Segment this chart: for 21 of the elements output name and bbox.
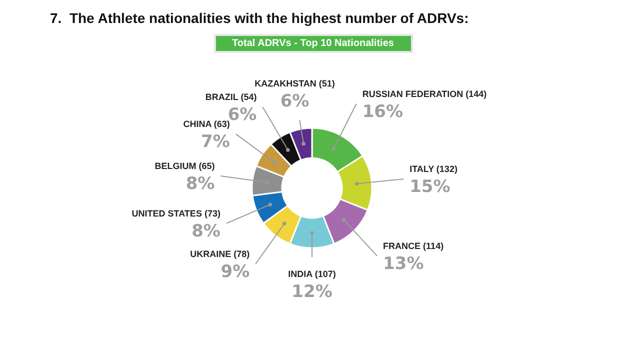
- slice-label: KAZAKHSTAN (51): [254, 78, 335, 89]
- data-label: 8%: [186, 174, 215, 194]
- slice-label: ITALY (132): [410, 164, 458, 174]
- data-label: 6%: [280, 92, 310, 112]
- data-label: 7%: [201, 132, 230, 152]
- data-label: 9%: [220, 262, 250, 282]
- slice-label: UKRAINE (78): [190, 248, 250, 259]
- slice-label: CHINA (63): [183, 119, 230, 130]
- slice-label: BELGIUM (65): [154, 160, 215, 171]
- slice-label: BRAZIL (54): [205, 92, 257, 102]
- data-label: 15%: [410, 176, 450, 197]
- slice-label: RUSSIAN FEDERATION (144): [362, 88, 487, 99]
- chart-subtitle: Total ADRVs - Top 10 Nationalities: [214, 34, 412, 53]
- chart-title: 7. The Athlete nationalities with the highest number of ADRVs:: [50, 10, 470, 26]
- data-label: 12%: [292, 282, 332, 302]
- slice-label: UNITED STATES (73): [132, 208, 220, 218]
- data-label: 16%: [362, 102, 404, 122]
- slice-label: FRANCE (114): [383, 240, 444, 251]
- slice-label: INDIA (107): [288, 269, 336, 279]
- data-label: 13%: [383, 254, 424, 274]
- data-label: 8%: [192, 221, 220, 242]
